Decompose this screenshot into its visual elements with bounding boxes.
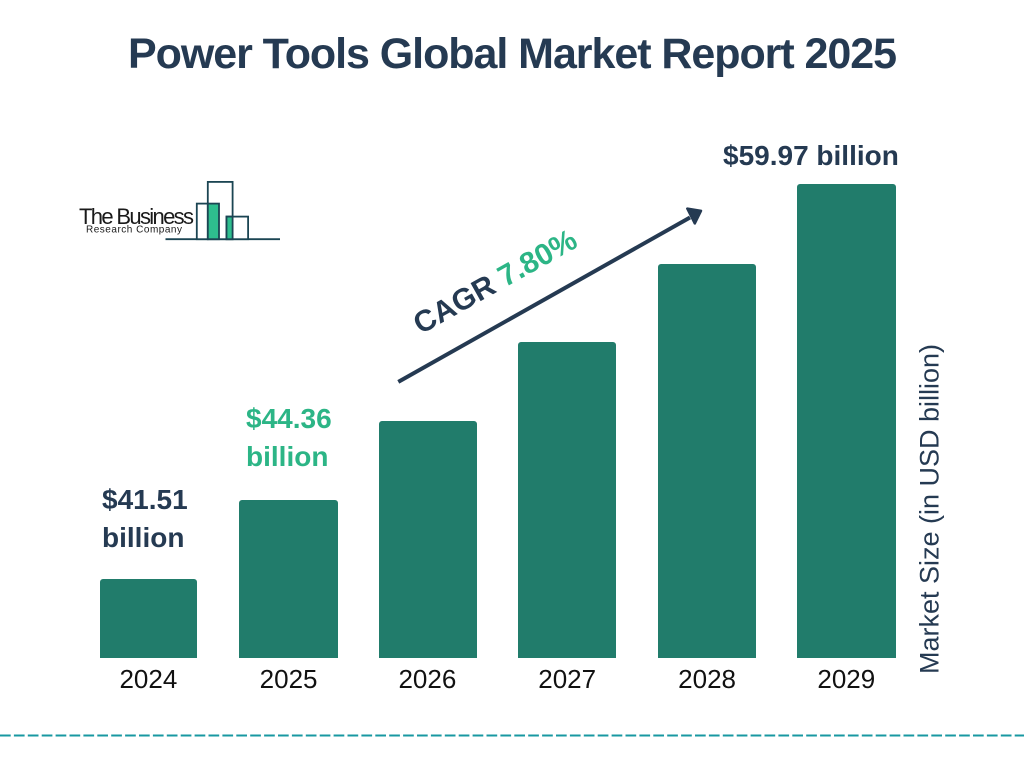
- svg-text:Research Company: Research Company: [86, 225, 182, 236]
- svg-text:The Business: The Business: [79, 204, 194, 229]
